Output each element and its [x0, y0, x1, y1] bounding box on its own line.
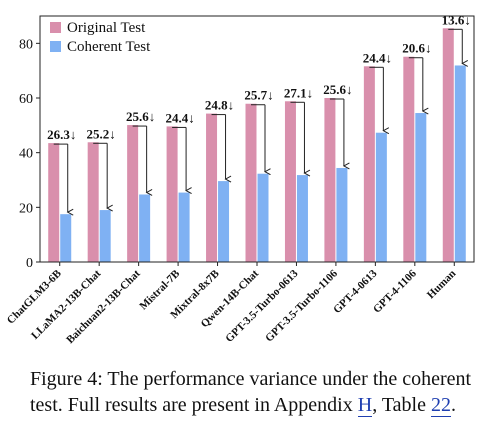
bar-coherent-9: [415, 113, 427, 263]
bar-coherent-7: [336, 167, 348, 262]
drop-label-2: 25.6↓: [126, 109, 155, 124]
bar-original-9: [403, 56, 415, 262]
y-tick-label-3: 60: [19, 92, 33, 107]
x-tick-label-7: GPT-3.5-Turbo-1106: [263, 267, 340, 344]
drop-label-1: 25.2↓: [87, 126, 116, 141]
appendix-link[interactable]: H: [357, 394, 373, 417]
bar-coherent-6: [296, 175, 308, 262]
drop-label-8: 24.4↓: [363, 50, 392, 65]
drop-label-0: 26.3↓: [47, 127, 76, 142]
drop-annotations: 26.3↓ 25.2↓ 25.6↓ 24.4↓ 24.8↓ 25.7↓ 27.1↓ 25.6↓…: [47, 12, 471, 212]
y-tick-label-4: 80: [19, 37, 33, 52]
bar-coherent-5: [257, 173, 269, 262]
bar-original-10: [442, 28, 454, 262]
x-tick-label-6: GPT-3.5-Turbo-0613: [223, 267, 301, 345]
bar-coherent-10: [454, 65, 466, 263]
bar-original-2: [127, 125, 139, 262]
caption-separator: , Table: [372, 394, 431, 416]
bar-coherent-0: [60, 214, 72, 262]
y-tick-label-2: 40: [19, 147, 33, 162]
bar-original-6: [284, 101, 296, 262]
axes-group: 0 20 40 60 80: [19, 15, 475, 271]
legend-swatch-0: [50, 22, 61, 33]
drop-label-3: 24.4↓: [165, 110, 194, 125]
x-tick-label-1: LLaMA2-13B-Chat: [29, 267, 103, 341]
drop-label-7: 25.6↓: [323, 82, 352, 97]
y-tick-label-1: 20: [19, 201, 33, 216]
performance-variance-chart: Original Test Coherent Test 26.3↓ 25.2↓ 25.…: [5, 12, 475, 346]
drop-label-4: 24.8↓: [205, 98, 234, 113]
legend-swatch-1: [50, 41, 61, 52]
drop-label-9: 20.6↓: [402, 41, 431, 56]
legend-label-0: Original Test: [67, 20, 146, 36]
table-link[interactable]: 22: [430, 394, 451, 417]
caption-end: .: [450, 394, 456, 416]
bar-original-7: [324, 98, 336, 262]
bar-original-3: [166, 126, 178, 262]
bar-coherent-4: [218, 181, 230, 262]
bar-coherent-2: [139, 194, 151, 262]
bar-original-5: [245, 103, 257, 263]
bar-coherent-3: [178, 192, 190, 262]
figure-caption: Figure 4: The performance variance under…: [30, 366, 482, 418]
chart-legend: Original Test Coherent Test: [50, 20, 151, 55]
bar-coherent-8: [375, 132, 387, 262]
bar-original-4: [206, 113, 218, 262]
y-tick-label-0: 0: [26, 256, 33, 271]
drop-label-6: 27.1↓: [284, 85, 313, 100]
x-tick-label-2: Baichuan2-13B-Chat: [64, 267, 143, 346]
bars-group: [48, 28, 466, 263]
x-tick-label-10: Human: [425, 268, 459, 302]
bar-original-0: [48, 143, 60, 262]
bar-original-1: [87, 142, 99, 262]
x-tick-labels: ChatGLM3-6BLLaMA2-13B-ChatBaichuan2-13B-…: [5, 267, 459, 346]
bar-original-8: [363, 66, 375, 262]
drop-label-5: 25.7↓: [244, 88, 273, 103]
x-tick-label-9: GPT-4-1106: [371, 267, 419, 315]
bar-coherent-1: [99, 210, 111, 262]
drop-label-10: 13.6↓: [442, 12, 471, 27]
legend-label-1: Coherent Test: [67, 39, 151, 55]
caption-text: Figure 4: The performance variance under…: [30, 368, 472, 416]
